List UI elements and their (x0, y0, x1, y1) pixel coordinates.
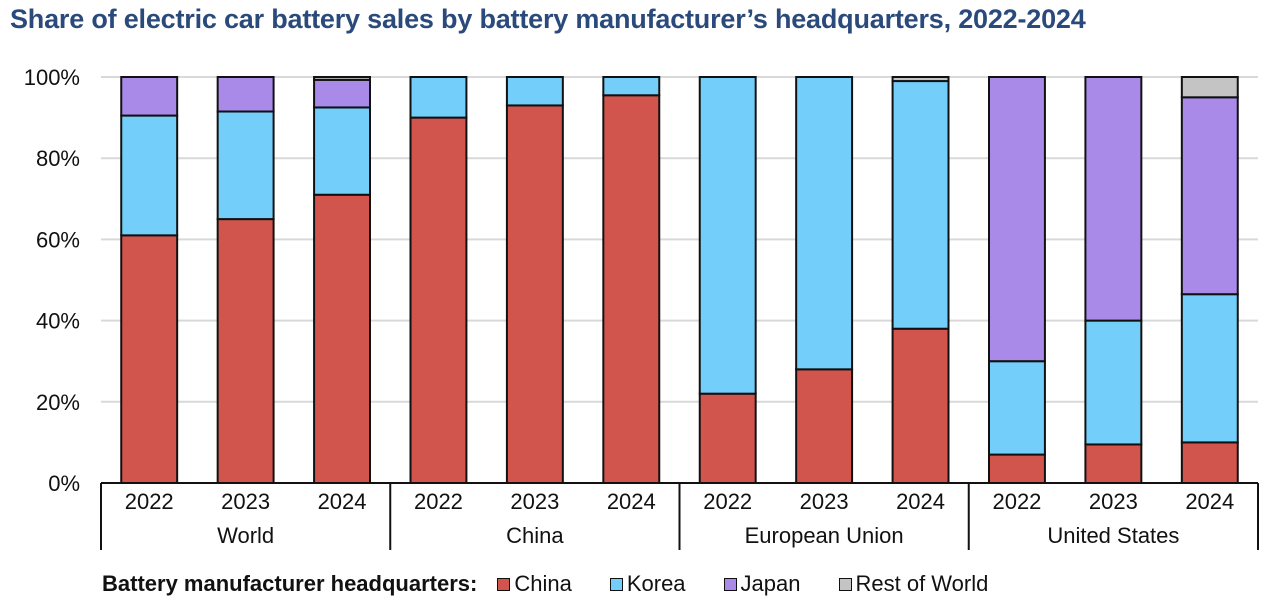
bar-segment-japan (987, 76, 1046, 363)
group-label: United States (1047, 523, 1179, 548)
x-tick-label: 2022 (414, 489, 463, 514)
x-tick-label: 2024 (1185, 489, 1234, 514)
x-tick-label: 2024 (896, 489, 945, 514)
y-tick-label: 0% (48, 471, 80, 496)
legend-swatch (723, 577, 737, 591)
legend-swatch (838, 577, 852, 591)
legend-title: Battery manufacturer headquarters: (102, 571, 478, 596)
x-tick-label: 2023 (1089, 489, 1138, 514)
y-tick-label: 60% (36, 227, 80, 252)
chart-title: Share of electric car battery sales by b… (10, 4, 1086, 34)
x-tick-label: 2022 (125, 489, 174, 514)
bar-segment-korea (1180, 293, 1239, 444)
x-tick-label: 2023 (800, 489, 849, 514)
bar-segment-china (987, 453, 1046, 484)
bar-segment-china (120, 234, 179, 484)
bar-segment-china (795, 368, 854, 485)
legend-swatch (497, 577, 511, 591)
bar-segment-korea (216, 110, 275, 221)
bar-segment-korea (987, 360, 1046, 456)
bar-segment-china (1180, 441, 1239, 484)
legend-label: Korea (626, 571, 686, 596)
bar-segment-korea (891, 80, 950, 330)
bar-segment-rest-of-world (891, 76, 950, 83)
legend-label: Rest of World (855, 571, 989, 596)
bar-segment-japan (120, 76, 179, 117)
legend-item-japan: Japan (723, 571, 801, 597)
bar-segment-china (1084, 443, 1143, 484)
group-label: European Union (745, 523, 904, 548)
bar-segment-rest-of-world (1180, 76, 1239, 99)
bar-segment-korea (409, 76, 468, 119)
group-label: World (217, 523, 274, 548)
bar-segment-korea (602, 76, 661, 97)
group-label: China (506, 523, 564, 548)
bar-segment-china (698, 392, 757, 484)
bar-segment-korea (313, 106, 372, 196)
y-tick-label: 20% (36, 390, 80, 415)
x-tick-label: 2023 (221, 489, 270, 514)
legend-label: China (514, 571, 572, 596)
x-tick-label: 2024 (318, 489, 367, 514)
bar-segment-china (216, 218, 275, 484)
bar-segment-china (409, 116, 468, 484)
y-tick-label: 100% (24, 65, 80, 90)
bar-segment-japan (313, 78, 372, 109)
legend-item-rest-of-world: Rest of World (838, 571, 989, 597)
x-tick-label: 2023 (510, 489, 559, 514)
bar-segment-rest-of-world (313, 76, 372, 81)
bar-segment-china (313, 193, 372, 485)
bar-segment-china (891, 327, 950, 484)
bar-segment-china (505, 104, 564, 484)
bar-segment-korea (795, 76, 854, 371)
bar-segment-japan (216, 76, 275, 113)
y-tick-label: 80% (36, 146, 80, 171)
bar-segment-korea (1084, 319, 1143, 446)
x-tick-label: 2022 (992, 489, 1041, 514)
y-tick-label: 40% (36, 309, 80, 334)
legend-item-korea: Korea (609, 571, 686, 597)
legend-item-china: China (497, 571, 572, 597)
bar-segment-japan (1180, 96, 1239, 296)
bar-segment-japan (1084, 76, 1143, 322)
legend-swatch (609, 577, 623, 591)
x-tick-label: 2024 (607, 489, 656, 514)
stacked-bar-chart: 0% 20% 40% 60% 80% 100% 2022 2023 2024 2022 2023 20… (24, 65, 1259, 550)
legend: Battery manufacturer headquarters: China… (102, 571, 1026, 597)
bar-segment-korea (505, 76, 564, 107)
bar-segment-korea (698, 76, 757, 395)
legend-label: Japan (740, 571, 801, 596)
bar-segment-china (602, 94, 661, 485)
bar-segment-korea (120, 114, 179, 237)
x-tick-label: 2022 (703, 489, 752, 514)
